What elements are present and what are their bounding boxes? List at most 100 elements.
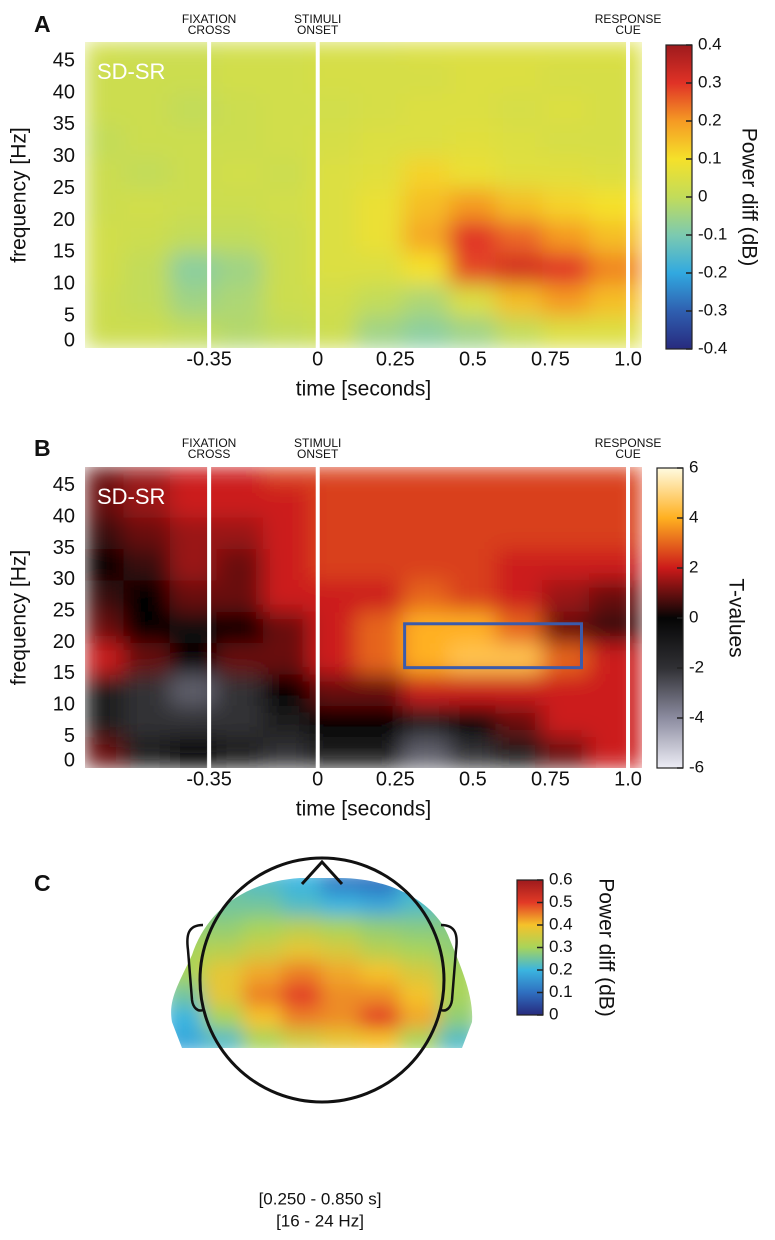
heatmap-cell: [402, 485, 451, 518]
heatmap-cell: [542, 60, 590, 94]
heatmap-cell: [449, 736, 497, 768]
x-tick-label: 1.0: [614, 348, 642, 370]
heatmap-cell: [449, 188, 497, 221]
heatmap-cell: [402, 642, 451, 675]
heatmap-cell: [588, 736, 642, 768]
subtitle: SD-SR: [97, 484, 165, 509]
topomap-cell: [321, 961, 362, 985]
heatmap-cell: [356, 156, 404, 190]
heatmap-cell: [216, 283, 264, 317]
heatmap-cell: [123, 704, 171, 738]
heatmap-cell: [495, 610, 544, 644]
head: [198, 856, 446, 1104]
heatmap-cell: [262, 124, 311, 158]
heatmap-cell: [262, 642, 311, 675]
heatmap-cell: [85, 704, 125, 738]
heatmap-cell: [402, 516, 451, 550]
heatmap-cell: [542, 548, 590, 581]
heatmap-cell: [356, 251, 404, 285]
topomap-cell: [242, 916, 283, 940]
heatmap-cell: [495, 642, 544, 675]
topomap-cell: [281, 1006, 322, 1030]
heatmap-cell: [216, 610, 264, 644]
x-tick-label: 0.75: [531, 768, 570, 790]
heatmap-cell: [356, 124, 404, 158]
heatmap-cell: [542, 220, 590, 253]
y-tick-label: 20: [53, 209, 75, 231]
heatmap-cell: [449, 60, 497, 94]
heatmap-cell: [495, 188, 544, 221]
heatmap-cell: [449, 42, 497, 62]
heatmap-cell: [542, 736, 590, 768]
heatmap-cell: [542, 283, 590, 317]
topomap-cell: [360, 961, 401, 985]
colorbar-tick-label: 0.3: [549, 937, 573, 956]
heatmap-cell: [85, 188, 125, 221]
y-tick-label: 45: [53, 49, 75, 71]
heatmap-cell: [495, 60, 544, 94]
heatmap-cell: [262, 485, 311, 518]
topomap-cell: [171, 1029, 205, 1048]
heatmap-cell: [85, 467, 125, 487]
heatmap-cell: [449, 579, 497, 612]
heatmap-cell: [85, 485, 125, 518]
topomap-cell: [203, 1029, 244, 1048]
y-tick-label: 40: [53, 505, 75, 527]
topomap-cell: [321, 1029, 362, 1048]
heatmap-cell: [169, 467, 218, 487]
heatmap-cell: [495, 156, 544, 190]
heatmap-cell: [402, 704, 451, 738]
event-label: RESPONSE: [595, 12, 662, 26]
topomap-cell: [281, 1029, 322, 1048]
topomap-cell: [242, 939, 283, 963]
heatmap-cell: [356, 92, 404, 126]
heatmap-cell: [262, 467, 311, 487]
topomap-cell: [399, 1006, 440, 1030]
y-tick-label: 45: [53, 474, 75, 496]
heatmap-cell: [356, 315, 404, 348]
heatmap-cell: [356, 610, 404, 644]
subtitle: SD-SR: [97, 59, 165, 84]
x-axis-label: time [seconds]: [296, 798, 431, 821]
heatmap-cell: [449, 220, 497, 253]
topomap-cell: [360, 984, 401, 1008]
heatmap-cell: [449, 485, 497, 518]
heatmap-cell: [356, 673, 404, 706]
topomap-cells: [171, 878, 473, 1048]
heatmap-cell: [216, 642, 264, 675]
y-axis-label: frequency [Hz]: [8, 127, 31, 262]
event-label: ONSET: [297, 23, 339, 37]
topomap-cell: [360, 939, 401, 963]
event-label: STIMULI: [294, 436, 341, 450]
heatmap-cell: [85, 124, 125, 158]
heatmap-cell: [495, 516, 544, 550]
heatmap-cell: [262, 156, 311, 190]
heatmap-cell: [402, 610, 451, 644]
heatmap-cell: [123, 42, 171, 62]
colorbar-tick-label: 6: [689, 457, 698, 476]
y-tick-label: 25: [53, 177, 75, 199]
heatmap-cell: [262, 42, 311, 62]
heatmap-cell: [356, 467, 404, 487]
heatmap-cell: [588, 124, 642, 158]
heatmap-cell: [542, 579, 590, 612]
heatmap-cell: [123, 485, 171, 518]
nose: [300, 859, 344, 886]
heatmap-cell: [588, 251, 642, 285]
right-ear: [440, 923, 458, 1012]
topomap: [171, 878, 473, 1048]
heatmap-cell: [588, 579, 642, 612]
colorbar-tick-label: 0.2: [698, 110, 722, 129]
heatmap-cell: [123, 283, 171, 317]
colorbar-tick-label: 2: [689, 557, 698, 576]
heatmap-cell: [588, 467, 642, 487]
colorbar-tick-label: -0.1: [698, 224, 727, 243]
heatmap-cell: [216, 673, 264, 706]
event-label: CROSS: [188, 447, 231, 461]
heatmap-cell: [495, 283, 544, 317]
heatmap-cell: [123, 124, 171, 158]
heatmap-cell: [85, 610, 125, 644]
topomap-cell: [171, 939, 205, 963]
heatmap-cell: [123, 642, 171, 675]
